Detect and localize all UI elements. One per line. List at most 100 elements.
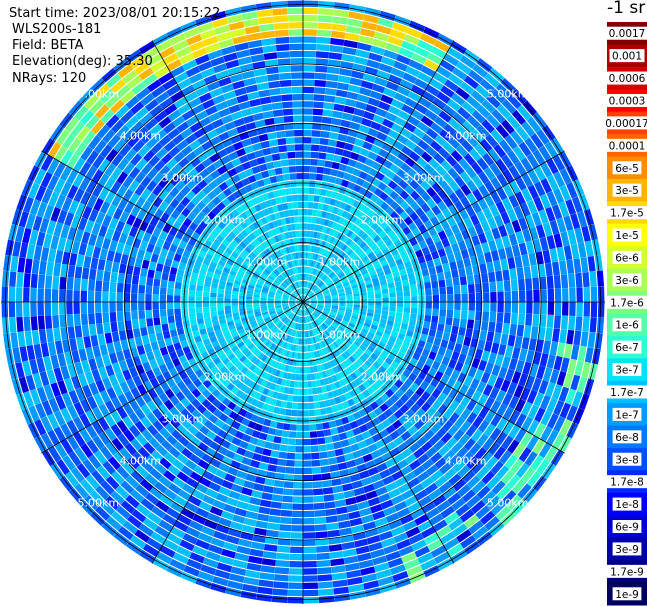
gate-cell [354,246,362,254]
gate-cell [252,142,262,152]
gate-cell [249,363,257,372]
gate-cell [440,339,449,349]
gate-cell [314,343,319,351]
gate-cell [411,227,421,237]
gate-cell [245,121,257,131]
gate-cell [184,133,197,145]
gate-cell [206,163,217,174]
gate-cell [308,292,314,298]
gate-cell [25,213,36,230]
gate-cell [98,417,110,431]
gate-cell [258,89,271,98]
gate-cell [583,378,595,395]
gate-cell [270,360,277,368]
gate-cell [297,395,303,403]
gate-cell [263,315,270,320]
gate-cell [415,345,424,355]
gate-cell [199,168,210,179]
gate-cell [404,302,411,308]
gate-cell [50,207,61,222]
gate-cell [532,475,547,492]
gate-cell [303,302,310,304]
gate-cell [416,471,430,483]
gate-cell [221,479,234,490]
gate-cell [300,280,303,288]
gate-cell [443,53,460,67]
gate-cell [512,443,526,458]
gate-cell [521,336,530,350]
gate-cell [99,144,113,159]
gate-cell [236,545,251,555]
gate-cell [164,388,175,399]
gate-cell [476,157,489,171]
gate-cell [329,287,337,292]
gate-cell [294,223,300,230]
gate-cell [269,334,276,341]
gate-cell [307,216,312,223]
gate-cell [56,459,70,475]
gate-cell [288,328,293,336]
gate-cell [221,456,233,466]
gate-cell [257,254,265,261]
gate-cell [274,299,282,301]
gate-cell [448,517,464,531]
gate-cell [238,424,248,433]
gate-cell [83,335,92,349]
gate-cell [268,309,276,313]
gate-cell [163,539,179,552]
gate-cell [28,182,40,199]
gate-cell [122,69,138,84]
gate-cell [138,293,145,302]
gate-cell [139,318,147,328]
gate-cell [53,327,62,342]
gate-cell [438,110,452,123]
gate-cell [146,400,158,412]
gate-cell [283,115,294,123]
gate-cell [252,374,260,383]
gate-cell [235,148,247,158]
gate-cell [235,389,244,399]
gate-cell [185,403,196,414]
gate-cell [363,276,371,282]
gate-cell [360,566,376,576]
gate-cell [581,361,591,378]
gate-cell [67,363,77,378]
gate-cell [209,87,223,98]
gate-cell [388,311,396,317]
gate-cell [53,178,66,194]
gate-cell [231,174,241,184]
gate-cell [273,260,280,267]
gate-cell [420,476,434,489]
gate-cell [446,98,461,112]
gate-cell [299,367,303,374]
gate-cell [340,333,348,341]
gate-cell [207,331,216,338]
gate-cell [317,317,323,323]
gate-cell [221,423,231,433]
gate-cell [207,403,217,414]
gate-cell [251,197,259,206]
gate-cell [262,551,277,559]
gate-cell [109,311,117,323]
gate-cell [518,278,526,291]
gate-cell [390,67,405,79]
gate-cell [402,173,414,184]
gate-cell [79,428,92,443]
gate-cell [354,325,362,332]
gate-cell [279,188,286,197]
gate-cell [218,486,231,497]
gate-cell [227,401,237,411]
gate-cell [282,316,288,322]
gate-cell [201,436,213,447]
gate-cell [220,275,228,282]
gate-cell [472,525,489,540]
gate-cell [252,221,260,230]
gate-cell [357,154,368,164]
gate-cell [361,328,369,335]
gate-cell [313,351,318,358]
gate-cell [17,331,26,347]
gate-cell [303,129,312,137]
gate-cell [256,281,264,287]
gate-cell [290,373,296,381]
gate-cell [269,311,276,315]
